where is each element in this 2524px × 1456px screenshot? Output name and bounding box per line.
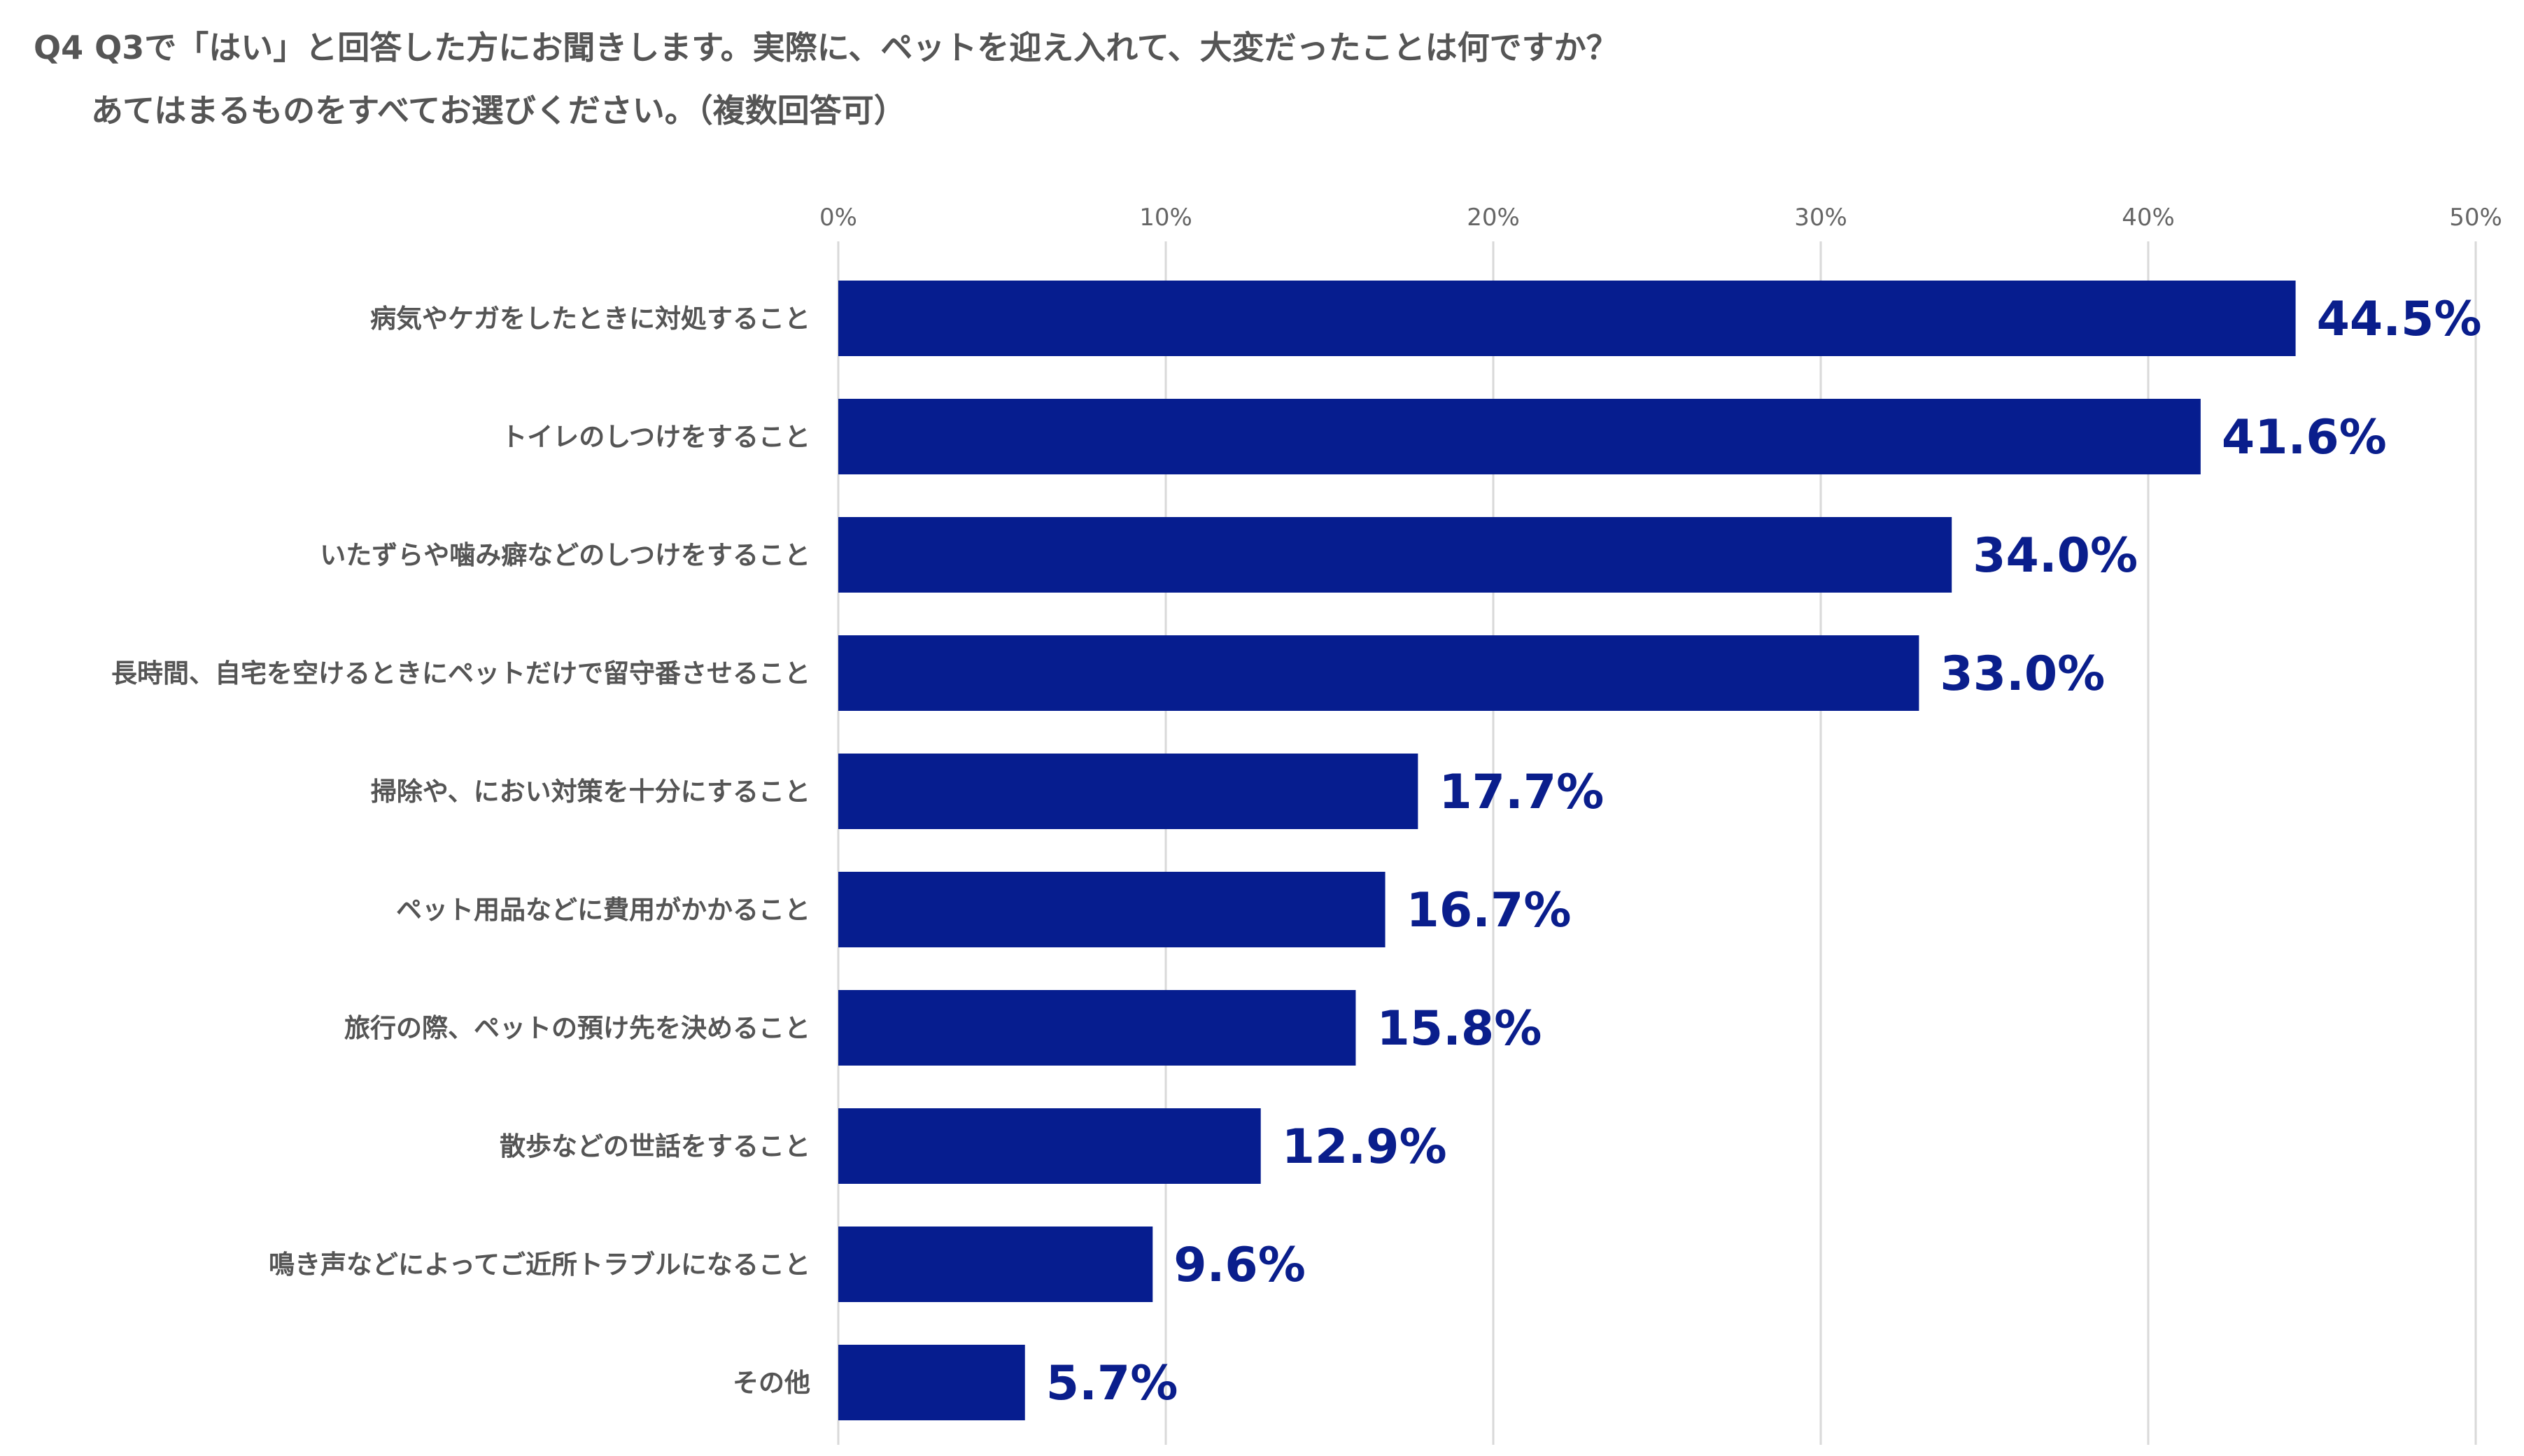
x-tick-label: 30% [1794, 204, 1847, 232]
chart-title-line-1: Q4 Q3で「はい」と回答した方にお聞きします。実際に、ペットを迎え入れて、大変… [34, 29, 1619, 66]
bars [838, 281, 2296, 1420]
bar [838, 517, 1952, 593]
category-label: トイレのしつけをすること [501, 422, 810, 452]
category-label: ペット用品などに費用がかかること [396, 895, 810, 925]
bar [838, 990, 1356, 1066]
value-label: 12.9% [1282, 1119, 1447, 1175]
category-label: 旅行の際、ペットの預け先を決めること [344, 1013, 810, 1043]
value-label: 34.0% [1973, 528, 2138, 584]
bar [838, 872, 1386, 947]
category-label: 散歩などの世話をすること [500, 1131, 810, 1161]
chart-title: Q4 Q3で「はい」と回答した方にお聞きします。実際に、ペットを迎え入れて、大変… [0, 0, 2524, 154]
value-label: 16.7% [1406, 883, 1572, 938]
value-label: 5.7% [1046, 1356, 1178, 1411]
x-tick-label: 10% [1139, 204, 1192, 232]
value-label: 33.0% [1940, 646, 2105, 702]
bar [838, 754, 1418, 829]
category-label: いたずらや噛み癖などのしつけをすること [320, 540, 810, 570]
x-tick-label: 20% [1467, 204, 1520, 232]
category-label: 病気やケガをしたときに対処すること [370, 304, 810, 334]
bar [838, 1345, 1025, 1420]
category-label: 鳴き声などによってご近所トラブルになること [269, 1250, 810, 1280]
value-label: 41.6% [2222, 410, 2387, 465]
bar [838, 281, 2296, 356]
category-label: その他 [733, 1368, 810, 1398]
value-label: 15.8% [1376, 1001, 1542, 1056]
x-tick-label: 0% [819, 204, 857, 232]
value-label: 17.7% [1439, 765, 1604, 820]
x-axis-ticks: 0% 10% 20% 30% 40% 50% [819, 204, 2502, 232]
category-labels: 病気やケガをしたときに対処することトイレのしつけをすることいたずらや噛み癖などの… [111, 304, 810, 1398]
bar [838, 635, 1919, 711]
value-labels: 44.5% 41.6% 34.0% 33.0% 17.7% 16.7% 15.8% 12.9%… [1046, 292, 2482, 1411]
x-tick-label: 50% [2449, 204, 2502, 232]
value-label: 9.6% [1173, 1238, 1306, 1293]
category-label: 長時間、自宅を空けるときにペットだけで留守番させること [111, 658, 810, 688]
chart-title-line-2: あてはまるものをすべてお選びください。（複数回答可） [91, 92, 906, 129]
x-tick-label: 40% [2122, 204, 2175, 232]
bar [838, 1227, 1153, 1302]
bar [838, 399, 2201, 474]
value-label: 44.5% [2317, 292, 2482, 347]
category-label: 掃除や、におい対策を十分にすること [371, 777, 810, 807]
bar [838, 1108, 1261, 1184]
